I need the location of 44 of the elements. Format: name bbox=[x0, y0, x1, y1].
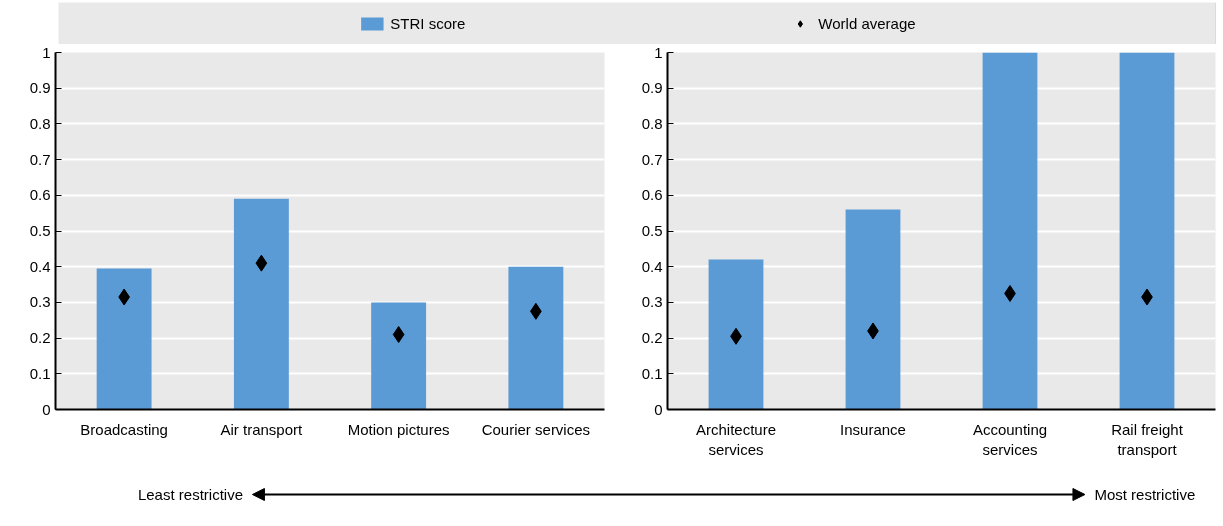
x-tick-label: Air transport bbox=[220, 420, 304, 438]
legend-label: STRI score bbox=[390, 14, 466, 32]
y-tick-label: 0 bbox=[654, 400, 663, 418]
x-tick-label: Insurance bbox=[840, 420, 906, 438]
y-tick-label: 0.8 bbox=[641, 114, 663, 132]
y-tick-label: 0.5 bbox=[641, 222, 663, 239]
y-tick-label: 0.3 bbox=[641, 293, 663, 311]
y-tick-label: 0.9 bbox=[641, 79, 663, 97]
y-tick-label: 1 bbox=[654, 43, 663, 61]
point bbox=[392, 326, 405, 344]
bar bbox=[233, 198, 289, 410]
bar bbox=[1119, 52, 1175, 410]
x-tick-label: Broadcasting bbox=[80, 420, 168, 438]
bar bbox=[371, 302, 427, 410]
y-tick-label: 0.2 bbox=[29, 329, 51, 347]
y-tick-label: 0.7 bbox=[29, 150, 51, 168]
y-tick-label: 1 bbox=[42, 43, 51, 61]
y-tick-label: 0.6 bbox=[29, 186, 51, 204]
bar bbox=[96, 268, 152, 410]
x-tick-label: Accounting services bbox=[972, 420, 1048, 458]
text: Least restrictive bbox=[137, 486, 243, 503]
x-tick-label: Architecture services bbox=[695, 420, 777, 458]
point bbox=[255, 254, 268, 272]
y-tick-label: 0.8 bbox=[29, 114, 51, 132]
y-tick-label: 0.4 bbox=[29, 257, 51, 275]
y-tick-label: 0.5 bbox=[29, 222, 51, 239]
text: Most restrictive bbox=[1094, 486, 1196, 503]
y-tick-label: 0.6 bbox=[641, 186, 663, 204]
y-tick-label: 0.1 bbox=[641, 364, 663, 382]
y-tick-label: 0.4 bbox=[641, 257, 663, 275]
bar bbox=[845, 209, 901, 410]
bar bbox=[982, 52, 1038, 410]
legend-label: World average bbox=[818, 14, 916, 32]
bar bbox=[708, 259, 764, 410]
y-tick-label: 0 bbox=[42, 400, 51, 418]
x-tick-label: Motion pictures bbox=[347, 420, 450, 438]
y-tick-label: 0.7 bbox=[641, 150, 663, 168]
y-tick-label: 0.1 bbox=[29, 364, 51, 382]
bar bbox=[508, 266, 564, 410]
x-tick-label: Rail freight transport bbox=[1111, 420, 1184, 458]
x-tick-label: Courier services bbox=[481, 420, 591, 438]
y-tick-label: 0.3 bbox=[29, 293, 51, 311]
y-tick-label: 0.2 bbox=[641, 329, 663, 347]
y-tick-label: 0.9 bbox=[29, 79, 51, 97]
